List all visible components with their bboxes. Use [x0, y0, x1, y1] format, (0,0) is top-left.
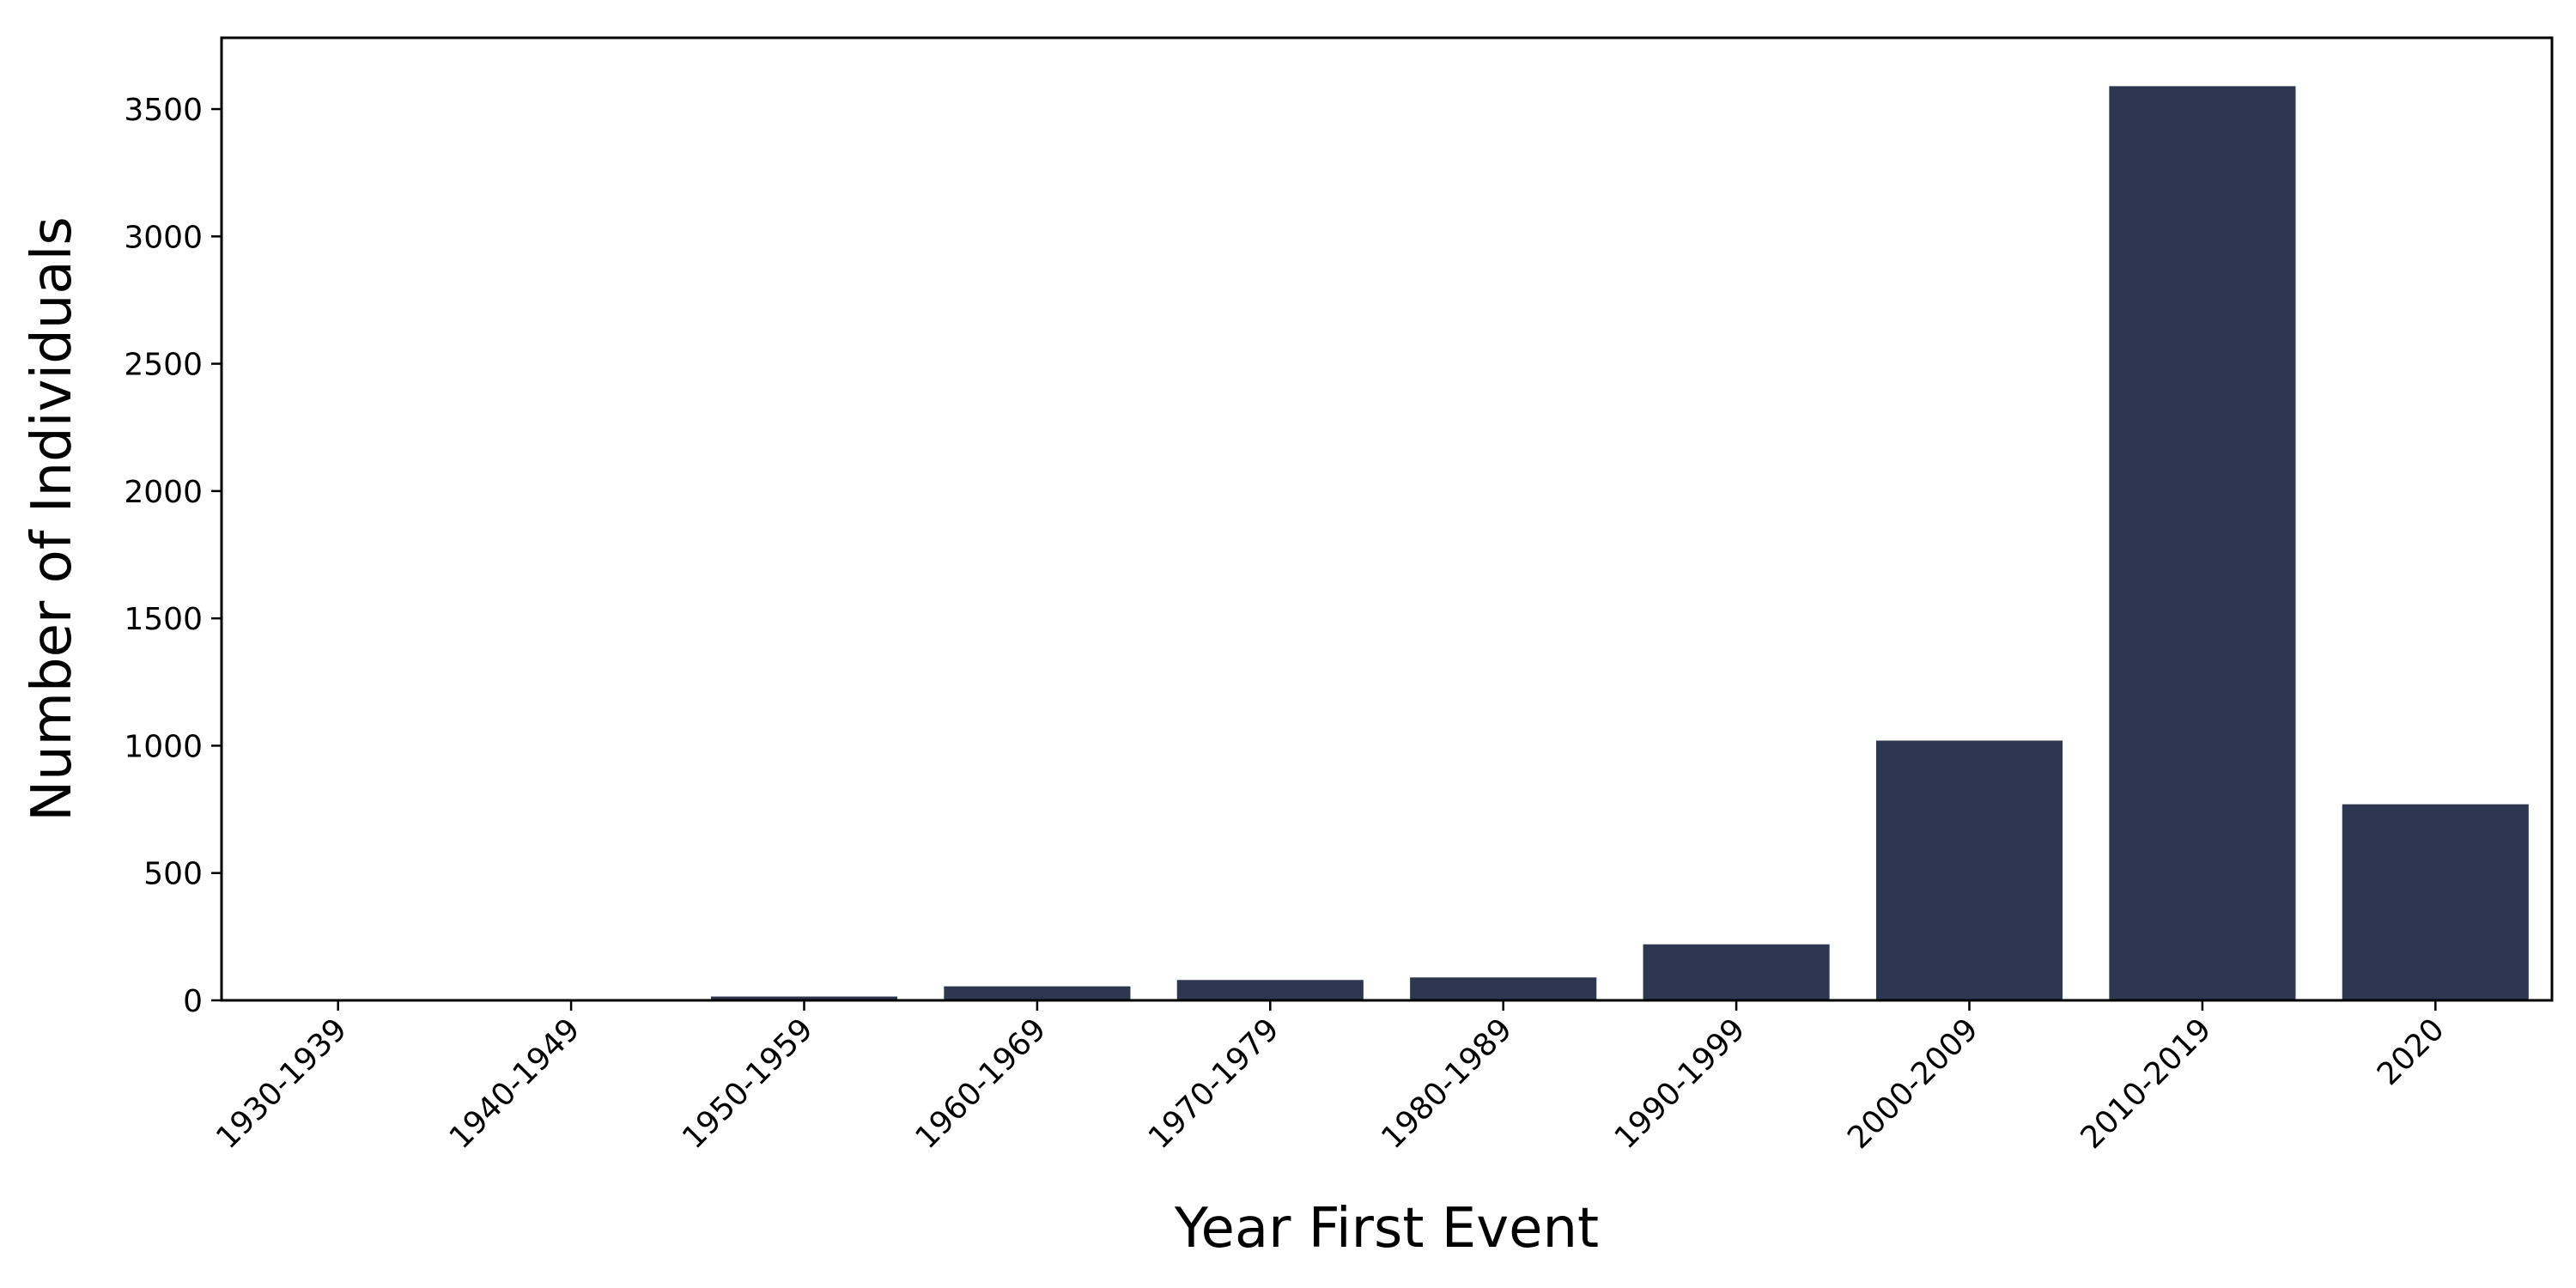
x-tick-label: 1980-1989: [1375, 1012, 1519, 1156]
plot-frame: [220, 36, 2554, 1002]
y-tick-label: 3500: [124, 93, 203, 128]
x-tick-label: 2010-2019: [2075, 1012, 2219, 1156]
bar-2000-2009: [1875, 740, 2063, 1000]
x-tick-label: 1990-1999: [1608, 1012, 1753, 1156]
y-tick-label: 3000: [124, 220, 203, 255]
bar-2020: [2342, 804, 2529, 1000]
bar-1980-1989: [1410, 977, 1597, 1000]
x-tick-label: 1970-1979: [1142, 1012, 1286, 1156]
bar-1950-1959: [710, 996, 898, 1000]
bar-1960-1969: [944, 986, 1131, 1000]
y-tick-label: 2500: [124, 348, 203, 383]
bar-1990-1999: [1643, 944, 1830, 1000]
x-axis-title: Year First Event: [1174, 1197, 1599, 1261]
y-axis-ticks: 0 500 1000 1500 2000 2500 3000 3500: [124, 93, 222, 1019]
x-tick-label: 2020: [2371, 1012, 2451, 1092]
bar-2010-2019: [2109, 86, 2296, 1000]
bar-1970-1979: [1176, 980, 1364, 1000]
x-axis-ticks: 1930-1939 1940-1949 1950-1959 1960-1969 1970…: [210, 1000, 2451, 1156]
y-axis-title: Number of Individuals: [21, 216, 84, 822]
y-tick-label: 500: [143, 857, 203, 892]
x-tick-label: 1940-1949: [443, 1012, 587, 1156]
y-tick-label: 0: [183, 984, 203, 1019]
y-tick-label: 1000: [124, 729, 203, 764]
bars-group: [245, 86, 2529, 1000]
x-tick-label: 1950-1959: [676, 1012, 820, 1156]
x-tick-label: 2000-2009: [1841, 1012, 1985, 1156]
x-tick-label: 1930-1939: [210, 1012, 354, 1156]
y-tick-label: 2000: [124, 475, 203, 510]
y-tick-label: 1500: [124, 602, 203, 637]
x-tick-label: 1960-1969: [909, 1012, 1054, 1156]
